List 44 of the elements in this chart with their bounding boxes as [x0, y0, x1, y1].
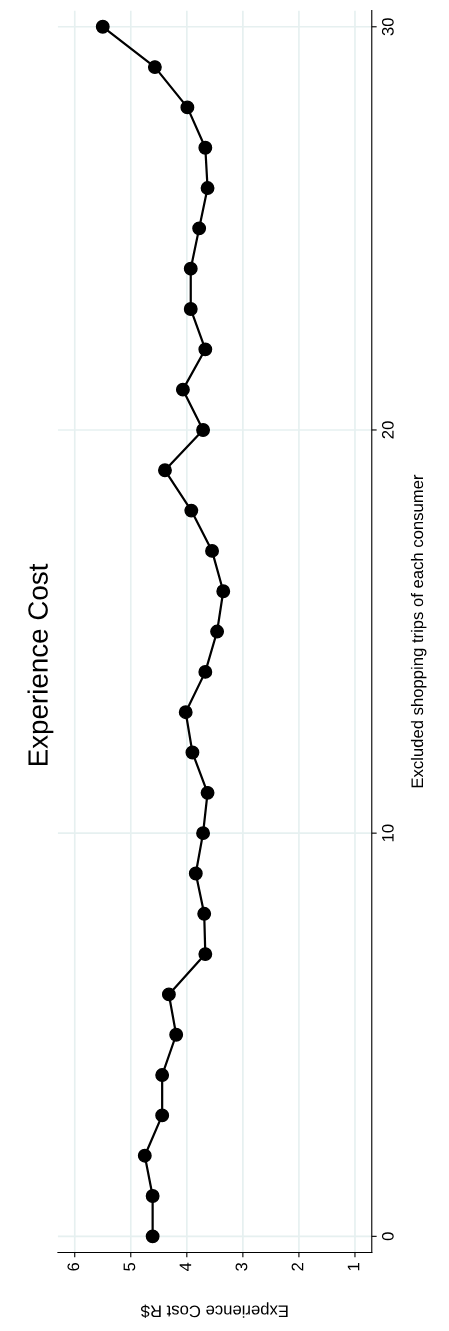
point — [200, 785, 215, 800]
x-tick-label: 3 — [235, 1262, 248, 1271]
point — [205, 543, 219, 558]
point — [155, 1108, 170, 1123]
x-tick-label: 6 — [67, 1262, 80, 1271]
x-tick-label: 4 — [179, 1262, 192, 1272]
point — [178, 705, 193, 720]
point — [145, 1189, 160, 1203]
point — [180, 100, 195, 115]
point — [192, 221, 207, 236]
point — [198, 140, 213, 155]
point — [196, 423, 211, 437]
point — [158, 463, 172, 478]
point — [197, 906, 212, 921]
x-axis-title: Experience Cost R$ — [141, 1302, 288, 1318]
point — [185, 745, 200, 760]
point — [200, 181, 215, 195]
text: Experience Cost — [27, 563, 54, 766]
point — [169, 1027, 184, 1042]
point — [95, 19, 110, 34]
point — [184, 503, 199, 518]
x-tick-label: 1 — [347, 1263, 360, 1271]
point — [183, 302, 198, 316]
point — [183, 261, 198, 276]
y-tick-label: 0 — [381, 1232, 394, 1241]
y-tick-label: 30 — [381, 18, 394, 36]
point — [147, 60, 162, 75]
x-tick-label: 5 — [123, 1262, 136, 1271]
y-tick-label: 20 — [381, 421, 394, 439]
point — [161, 987, 176, 1002]
point — [198, 664, 213, 679]
point — [210, 624, 225, 639]
y-axis-title: Excluded shopping trips of each consumer — [410, 474, 427, 788]
point — [216, 584, 231, 599]
point — [137, 1148, 152, 1163]
point — [155, 1068, 170, 1083]
point — [145, 1229, 160, 1244]
point — [196, 826, 211, 841]
y-tick-label: 10 — [381, 824, 394, 842]
point — [175, 382, 190, 397]
point — [188, 866, 203, 881]
point — [198, 342, 213, 357]
x-tick-label: 2 — [291, 1263, 304, 1271]
point — [198, 947, 213, 962]
